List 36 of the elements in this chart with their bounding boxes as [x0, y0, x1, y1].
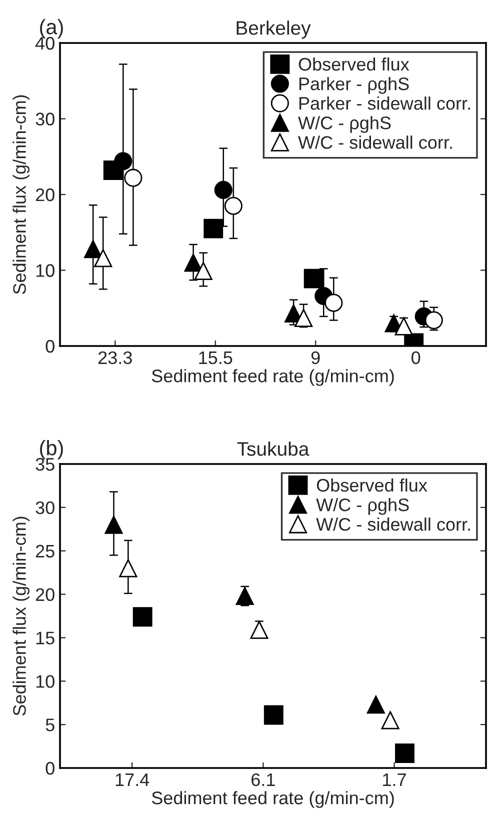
y-tick-label: 25	[36, 544, 54, 558]
chart-title: Tsukuba	[237, 442, 310, 456]
legend-label: W/C - ρghS	[298, 116, 391, 133]
text: (b)	[40, 440, 63, 460]
x-axis-title: Sediment feed rate (g/min-cm)	[152, 791, 394, 808]
chart-title: Berkeley	[236, 20, 311, 39]
y-tick-label: 5	[46, 718, 54, 732]
y-axis-title: Sediment flux (g/min-cm)	[12, 95, 30, 294]
x-tick-label: 0	[412, 351, 420, 364]
legend-label: W/C - sidewall corr.	[316, 518, 470, 531]
y-tick-label: 40	[35, 36, 54, 50]
y-tick-label: 10	[36, 264, 54, 277]
text: (a)	[40, 19, 63, 38]
y-axis-title: Sediment flux (g/min-cm)	[12, 516, 30, 716]
x-tick-label: 6.1	[252, 773, 275, 786]
y-tick-label: 30	[36, 501, 54, 514]
x-axis-title: Sediment feed rate (g/min-cm)	[152, 369, 394, 386]
y-tick-label: 35	[36, 458, 54, 471]
y-tick-label: 20	[36, 188, 54, 202]
x-tick-label: 15.5	[199, 352, 232, 364]
legend-label: W/C - sidewall corr.	[298, 136, 452, 149]
y-tick-label: 0	[46, 340, 54, 353]
x-tick-label: 23.3	[98, 351, 132, 364]
legend-label: Parker - sidewall corr.	[299, 96, 470, 110]
x-tick-label: 9	[311, 351, 320, 364]
legend-label: Parker - ρghS	[299, 76, 409, 94]
legend-label: W/C - ρghS	[316, 498, 409, 515]
y-tick-label: 0	[46, 762, 54, 775]
legend-label: Observed flux	[298, 57, 410, 71]
y-tick-label: 20	[36, 588, 54, 602]
y-tick-label: 10	[36, 675, 54, 688]
x-tick-label: 17.4	[116, 774, 150, 786]
x-tick-label: 1.7	[383, 774, 406, 786]
legend-label: Observed flux	[316, 478, 428, 492]
y-tick-label: 30	[36, 112, 54, 126]
y-tick-label: 15	[36, 632, 54, 644]
